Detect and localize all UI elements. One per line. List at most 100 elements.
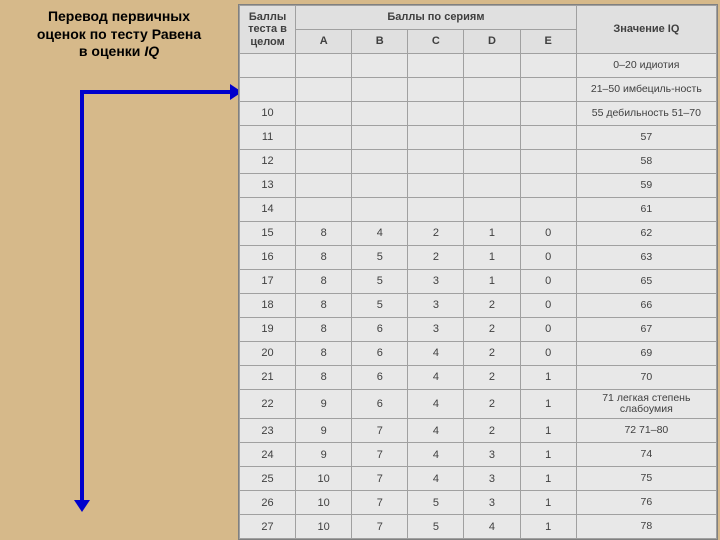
cell-iq: 67	[576, 318, 716, 342]
cell-a: 10	[296, 515, 352, 539]
cell-total: 15	[240, 222, 296, 246]
cell-iq: 72 71–80	[576, 419, 716, 443]
cell-iq: 0–20 идиотия	[576, 54, 716, 78]
cell-total: 13	[240, 174, 296, 198]
cell-d: 3	[464, 491, 520, 515]
cell-d: 3	[464, 443, 520, 467]
cell-b: 7	[352, 467, 408, 491]
cell-a	[296, 102, 352, 126]
cell-b: 6	[352, 342, 408, 366]
cell-iq: 75	[576, 467, 716, 491]
cell-c	[408, 150, 464, 174]
cell-a	[296, 174, 352, 198]
cell-e: 1	[520, 491, 576, 515]
table-row: 1461	[240, 198, 717, 222]
cell-a: 8	[296, 270, 352, 294]
cell-c	[408, 198, 464, 222]
cell-d: 2	[464, 390, 520, 419]
cell-total: 26	[240, 491, 296, 515]
cell-c: 2	[408, 246, 464, 270]
cell-e	[520, 174, 576, 198]
cell-b: 5	[352, 270, 408, 294]
cell-total: 12	[240, 150, 296, 174]
cell-iq: 65	[576, 270, 716, 294]
cell-b: 5	[352, 246, 408, 270]
cell-e	[520, 102, 576, 126]
cell-a	[296, 126, 352, 150]
cell-c: 3	[408, 294, 464, 318]
table-row: 12 58	[240, 150, 717, 174]
cell-c: 4	[408, 419, 464, 443]
cell-c: 4	[408, 390, 464, 419]
cell-total: 17	[240, 270, 296, 294]
header-total: Баллы теста в целом	[240, 6, 296, 54]
cell-c: 4	[408, 366, 464, 390]
cell-iq: 74	[576, 443, 716, 467]
title-line3: в оценки	[79, 43, 144, 59]
header-iq: Значение IQ	[576, 6, 716, 54]
cell-total: 22	[240, 390, 296, 419]
cell-b: 7	[352, 491, 408, 515]
cell-total: 27	[240, 515, 296, 539]
cell-b: 6	[352, 390, 408, 419]
cell-c	[408, 54, 464, 78]
cell-b	[352, 174, 408, 198]
cell-e: 0	[520, 342, 576, 366]
header-series-e: E	[520, 30, 576, 54]
title-iq: IQ	[144, 43, 159, 59]
cell-iq: 69	[576, 342, 716, 366]
cell-a: 10	[296, 491, 352, 515]
table-row: 13 59	[240, 174, 717, 198]
cell-e	[520, 54, 576, 78]
page-title: Перевод первичных оценок по тесту Равена…	[4, 8, 234, 61]
table-row: 2710754178	[240, 515, 717, 539]
cell-iq: 62	[576, 222, 716, 246]
cell-iq: 71 легкая степень слабоумия	[576, 390, 716, 419]
cell-total: 23	[240, 419, 296, 443]
cell-total: 19	[240, 318, 296, 342]
cell-iq: 78	[576, 515, 716, 539]
cell-d: 3	[464, 467, 520, 491]
cell-iq: 63	[576, 246, 716, 270]
cell-b: 4	[352, 222, 408, 246]
cell-d	[464, 198, 520, 222]
cell-e: 0	[520, 270, 576, 294]
cell-iq: 59	[576, 174, 716, 198]
cell-e: 1	[520, 443, 576, 467]
cell-c: 3	[408, 270, 464, 294]
cell-c: 2	[408, 222, 464, 246]
cell-b: 7	[352, 515, 408, 539]
cell-c	[408, 78, 464, 102]
cell-d	[464, 102, 520, 126]
cell-b	[352, 126, 408, 150]
table-row: 218642170	[240, 366, 717, 390]
cell-e: 0	[520, 246, 576, 270]
table-row: 239742172 71–80	[240, 419, 717, 443]
cell-b: 6	[352, 366, 408, 390]
table-row: 158421062	[240, 222, 717, 246]
cell-total	[240, 78, 296, 102]
cell-iq: 58	[576, 150, 716, 174]
cell-c: 5	[408, 491, 464, 515]
cell-c	[408, 102, 464, 126]
cell-total: 10	[240, 102, 296, 126]
arrow-horizontal-icon	[80, 90, 230, 94]
cell-d: 2	[464, 366, 520, 390]
cell-d	[464, 174, 520, 198]
cell-e	[520, 198, 576, 222]
cell-a: 8	[296, 222, 352, 246]
cell-iq: 21–50 имбециль-ность	[576, 78, 716, 102]
table-body: 0–20 идиотия21–50 имбециль-ность1055 деб…	[240, 54, 717, 539]
cell-a: 8	[296, 342, 352, 366]
cell-a: 8	[296, 246, 352, 270]
cell-d: 1	[464, 270, 520, 294]
cell-a: 8	[296, 318, 352, 342]
cell-a: 9	[296, 390, 352, 419]
table-row: 178531065	[240, 270, 717, 294]
raven-table: Баллы теста в целом Баллы по сериям Знач…	[238, 4, 718, 540]
cell-total: 24	[240, 443, 296, 467]
table-row: 1157	[240, 126, 717, 150]
cell-e: 0	[520, 222, 576, 246]
header-series-d: D	[464, 30, 520, 54]
cell-b: 7	[352, 443, 408, 467]
